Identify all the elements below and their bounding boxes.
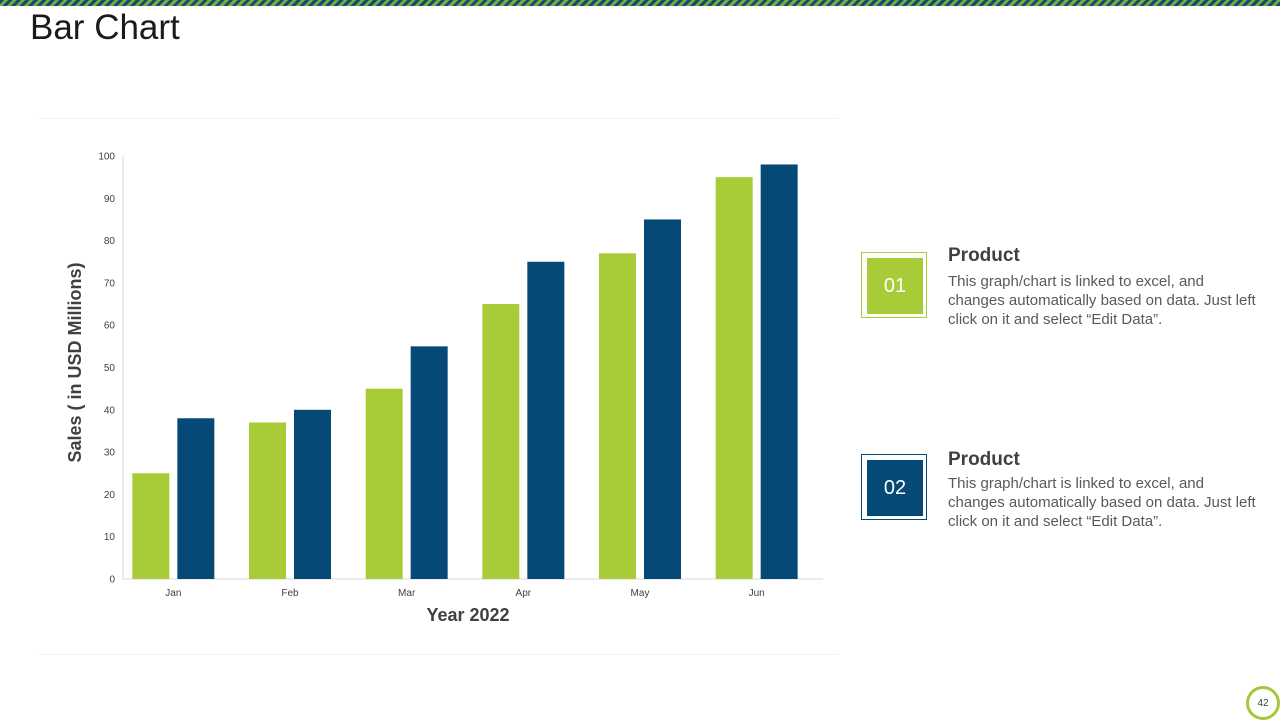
- legend-number-02: 02: [867, 460, 923, 516]
- bar-2-feb[interactable]: [294, 409, 331, 579]
- legend-number-01: 01: [867, 258, 923, 314]
- x-tick-label: Apr: [516, 588, 532, 599]
- legend-title-01: Product: [948, 245, 1020, 266]
- y-tick-label: 100: [98, 152, 115, 163]
- y-tick-label: 40: [104, 405, 116, 416]
- legend-badge-01: 01: [861, 252, 927, 318]
- y-tick-label: 60: [104, 321, 116, 332]
- page-number-badge: 42: [1246, 686, 1280, 720]
- chart-frame[interactable]: 0 10 20 30 40 50 60 70 80 90 100 Jan Feb Mar Apr May Jun…: [38, 118, 838, 655]
- bar-chart[interactable]: 0 10 20 30 40 50 60 70 80 90 100 Jan Feb Mar Apr May Jun…: [38, 119, 838, 654]
- bar-2-mar[interactable]: [410, 346, 448, 579]
- legend-title-02: Product: [948, 449, 1020, 470]
- y-axis-title: Sales ( in USD Millions): [65, 262, 85, 462]
- y-tick-label: 80: [104, 236, 116, 247]
- top-stripe: [0, 0, 1280, 6]
- bar-2-apr[interactable]: [527, 261, 565, 579]
- bar-1-apr[interactable]: [482, 304, 520, 579]
- legend-description-02: This graph/chart is linked to excel, and…: [948, 475, 1256, 530]
- x-axis-title: Year 2022: [426, 605, 509, 625]
- x-tick-label: Mar: [398, 588, 416, 599]
- y-tick-label: 10: [104, 532, 116, 543]
- y-tick-label: 0: [109, 575, 115, 586]
- bar-1-jan[interactable]: [132, 473, 170, 579]
- y-tick-label: 90: [104, 194, 116, 205]
- page-title: Bar Chart: [30, 8, 180, 47]
- y-tick-label: 30: [104, 448, 116, 459]
- y-tick-label: 20: [104, 490, 116, 501]
- x-tick-label: Feb: [281, 588, 299, 599]
- legend-description-01: This graph/chart is linked to excel, and…: [948, 273, 1256, 328]
- bar-2-jan[interactable]: [177, 418, 215, 579]
- bar-2-may[interactable]: [644, 219, 681, 579]
- x-tick-label: May: [631, 588, 650, 599]
- bar-1-may[interactable]: [599, 253, 636, 580]
- legend-badge-02: 02: [861, 454, 927, 520]
- x-tick-label: Jan: [165, 588, 181, 599]
- bar-1-jun[interactable]: [715, 177, 753, 579]
- bar-1-mar[interactable]: [365, 388, 403, 579]
- bar-2-jun[interactable]: [760, 164, 798, 579]
- x-tick-label: Jun: [749, 588, 765, 599]
- y-tick-label: 50: [104, 363, 116, 374]
- y-tick-label: 70: [104, 278, 116, 289]
- bar-1-feb[interactable]: [249, 422, 286, 579]
